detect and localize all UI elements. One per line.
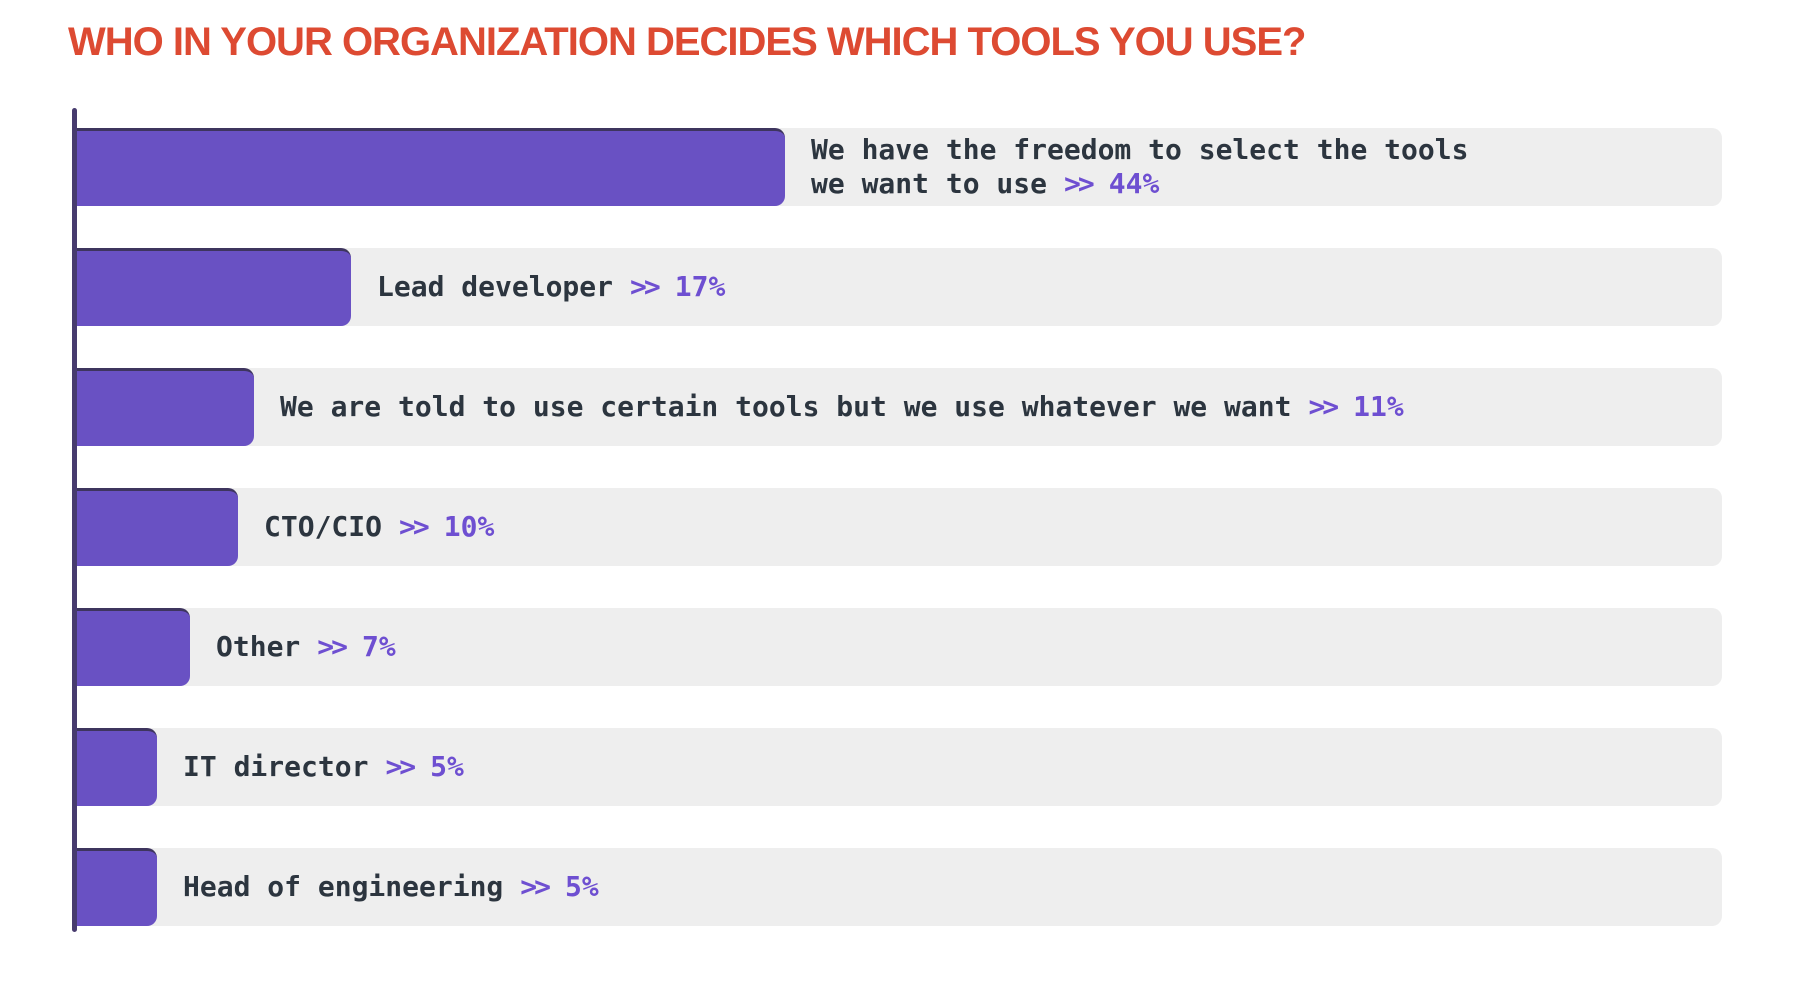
bar-value: 10% (443, 510, 495, 544)
bar-label: Other >> 7% (216, 608, 396, 686)
bar-label-text: IT director (183, 750, 369, 784)
chart-row: Other >> 7% (77, 608, 1722, 686)
chevron-separator: >> (385, 750, 416, 784)
bar-label: Head of engineering >> 5% (183, 848, 599, 926)
bar-label-text: Other (216, 630, 301, 664)
bar-track (77, 848, 1722, 926)
chart-row: Head of engineering >> 5% (77, 848, 1722, 926)
bar (77, 848, 157, 926)
bar-label: IT director >> 5% (183, 728, 464, 806)
bar-label-inner: Lead developer >> 17% (377, 270, 725, 304)
bar-value: 44% (1108, 167, 1160, 200)
bar-label: Lead developer >> 17% (377, 248, 725, 326)
bar (77, 728, 157, 806)
chevron-separator: >> (630, 270, 661, 304)
bar-label: CTO/CIO >> 10% (264, 488, 494, 566)
bar (77, 248, 351, 326)
bar-value: 17% (674, 270, 726, 304)
bar-label: We have the freedom to select the tools … (811, 128, 1468, 206)
chart-row: CTO/CIO >> 10% (77, 488, 1722, 566)
chart-row: We are told to use certain tools but we … (77, 368, 1722, 446)
bar-label-inner: Head of engineering >> 5% (183, 870, 599, 904)
bar-track (77, 488, 1722, 566)
bar-label-inner: We are told to use certain tools but we … (280, 390, 1404, 424)
chevron-separator: >> (1064, 167, 1095, 200)
chevron-separator: >> (399, 510, 430, 544)
chart-row: Lead developer >> 17% (77, 248, 1722, 326)
chart-row: We have the freedom to select the tools … (77, 128, 1722, 206)
chevron-separator: >> (520, 870, 551, 904)
bar-label-inner: IT director >> 5% (183, 750, 464, 784)
bar-value: 11% (1353, 390, 1404, 424)
bar-label-inner: We have the freedom to select the tools … (811, 133, 1468, 200)
bar-value: 5% (565, 870, 599, 904)
chart-title: WHO IN YOUR ORGANIZATION DECIDES WHICH T… (68, 20, 1306, 64)
bar-label-text: We are told to use certain tools but we … (280, 390, 1292, 424)
bar-label-inner: Other >> 7% (216, 630, 396, 664)
bar (77, 368, 254, 446)
bar (77, 608, 190, 686)
bar-label: We are told to use certain tools but we … (280, 368, 1404, 446)
bar-label-text: Lead developer (377, 270, 614, 304)
bar-value: 7% (362, 630, 396, 664)
bar-label-text: Head of engineering (183, 870, 504, 904)
bar (77, 488, 238, 566)
bar-value: 5% (430, 750, 464, 784)
bar-track (77, 248, 1722, 326)
chevron-separator: >> (317, 630, 348, 664)
y-axis-line (72, 108, 77, 932)
bar-track (77, 608, 1722, 686)
bar-label-text: We have the freedom to select the tools … (811, 133, 1469, 200)
bar-track (77, 368, 1722, 446)
chevron-separator: >> (1308, 390, 1339, 424)
chart-row: IT director >> 5% (77, 728, 1722, 806)
bar (77, 128, 785, 206)
bar-label-text: CTO/CIO (264, 510, 383, 544)
bar-label-inner: CTO/CIO >> 10% (264, 510, 494, 544)
bar-track (77, 728, 1722, 806)
